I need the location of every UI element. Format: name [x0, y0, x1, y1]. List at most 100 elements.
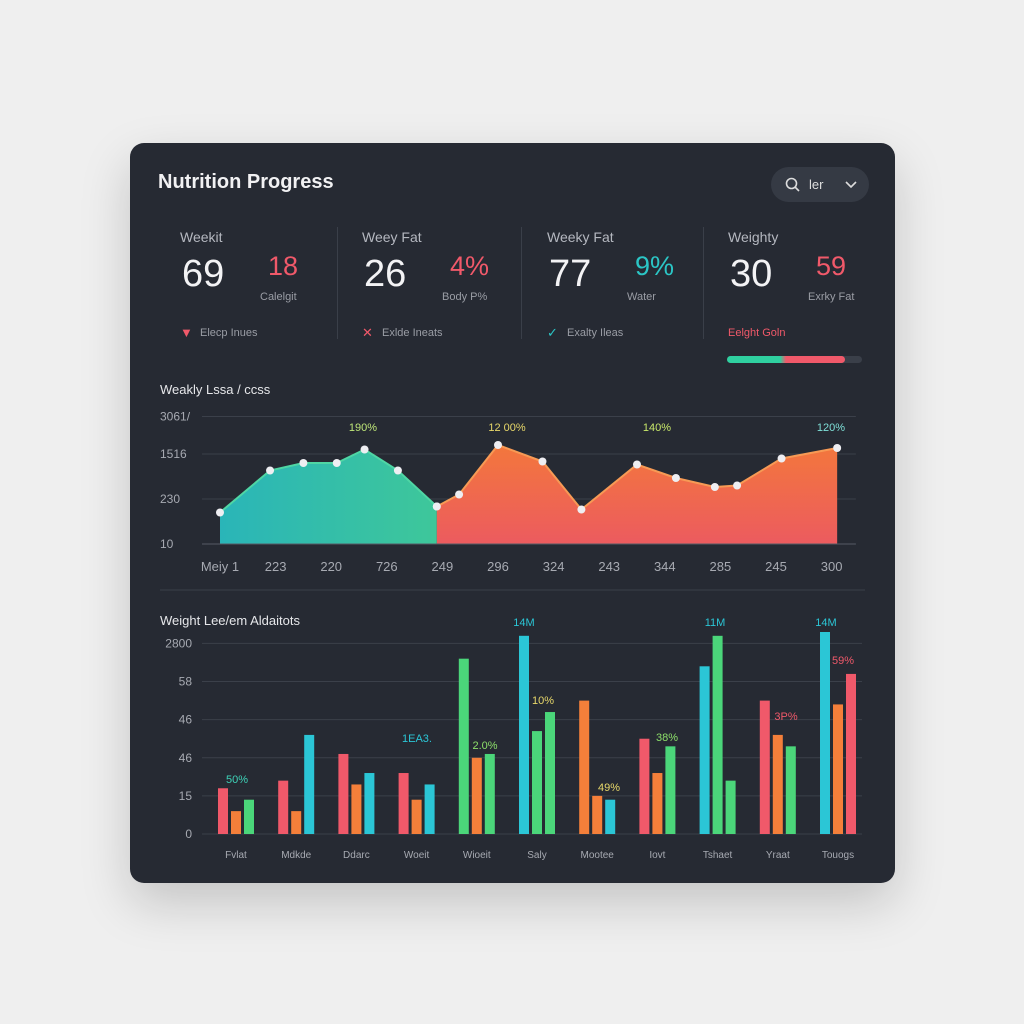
y-tick-label: 1516 [160, 447, 187, 461]
bar [699, 666, 710, 834]
stat-footer: Exlde Ineats [382, 327, 443, 339]
point [432, 502, 441, 511]
x-tick-label: Mootee [581, 850, 615, 861]
x-tick-label: 249 [432, 559, 454, 574]
stat-value: 77 [549, 253, 592, 295]
x-tick-label: 726 [376, 559, 398, 574]
progress-track [727, 356, 862, 363]
bar [218, 788, 228, 834]
divider [337, 227, 338, 339]
bar [545, 712, 555, 834]
point [332, 459, 341, 467]
annotation: 10% [532, 695, 554, 707]
bar [304, 734, 315, 834]
x-tick-label: Tshaet [703, 850, 733, 861]
stat-footer: Exalty Ileas [567, 327, 624, 339]
stat-icon: ✕ [362, 325, 373, 340]
x-tick-label: Mdkde [281, 850, 311, 861]
bar [712, 635, 723, 834]
stat-icon: ✓ [547, 325, 558, 340]
stat-value: 69 [182, 253, 225, 295]
annotation: 3P% [774, 711, 797, 723]
bar [338, 753, 349, 834]
x-tick-label: Iovt [649, 850, 665, 861]
bar [772, 734, 783, 834]
stat-sub: Exrky Fat [808, 291, 855, 303]
bar [820, 632, 830, 834]
y-tick-label: 46 [179, 713, 193, 727]
point [733, 481, 742, 490]
bar [364, 773, 375, 834]
x-tick-label: Wioeit [463, 850, 491, 861]
annotation: 14M [815, 617, 836, 629]
bar [411, 799, 422, 834]
y-tick-label: 230 [160, 492, 180, 506]
search-text: ler [809, 177, 824, 192]
point [577, 505, 586, 514]
bar [579, 700, 590, 834]
x-tick-label: 324 [543, 559, 565, 574]
search-box[interactable]: ler [771, 167, 869, 202]
x-tick-label: Saly [527, 850, 546, 861]
point [777, 454, 786, 463]
stat-label: Weighty [728, 229, 779, 245]
bar [291, 811, 302, 834]
bar [471, 757, 482, 834]
stat-card: Weighty 30 59 Exrky Fat Eelght Goln [728, 229, 898, 349]
bar [759, 700, 770, 834]
search-icon [785, 177, 800, 192]
y-tick-label: 3061/ [160, 410, 191, 424]
area [220, 449, 437, 544]
annotation: 50% [226, 774, 248, 786]
x-tick-label: 243 [598, 559, 620, 574]
bar [484, 753, 495, 834]
x-tick-label: 296 [487, 559, 509, 574]
annotation: 38% [656, 732, 678, 744]
stat-footer: Elecp Inues [200, 327, 258, 339]
annotation: 12 00% [488, 422, 526, 434]
stat-card: Weeky Fat 77 9% Water ✓ Exalty Ileas [547, 229, 717, 349]
bar [725, 780, 736, 834]
stat-card: Weey Fat 26 4% Body P% ✕ Exlde Ineats [362, 229, 532, 349]
bar [652, 773, 663, 834]
bar [458, 658, 469, 834]
x-tick-label: Fvlat [225, 850, 247, 861]
point [393, 466, 402, 475]
bar [846, 673, 856, 834]
annotation: 140% [643, 422, 671, 434]
stat-accent: 4% [450, 251, 490, 281]
chevron [845, 181, 857, 189]
stat-accent: 59 [816, 251, 847, 281]
bar [244, 799, 254, 834]
point [633, 460, 641, 469]
bar [231, 811, 241, 834]
annotation: 11M [705, 617, 726, 629]
bar [351, 784, 362, 834]
stat-accent: 9% [635, 251, 675, 281]
point [833, 444, 842, 452]
annotation: 14M [513, 617, 534, 629]
y-tick-label: 2800 [165, 636, 192, 650]
x-tick-label: Touogs [822, 850, 854, 861]
y-tick-label: 10 [160, 537, 174, 551]
annotation: 120% [817, 422, 845, 434]
y-tick-label: 58 [179, 675, 193, 689]
area [436, 445, 838, 544]
bar [665, 746, 676, 834]
chart-title: Weight Lee/em Aldaitots [160, 613, 300, 628]
annotation: 190% [349, 422, 377, 434]
y-tick-label: 15 [179, 789, 193, 803]
dashboard-card: Nutrition Progress ler Weakly Lssa / ccs… [130, 143, 895, 883]
bar [278, 780, 289, 834]
x-tick-label: Meiy 1 [201, 559, 239, 574]
stat-footer: Eelght Goln [728, 327, 786, 339]
annotation: 59% [832, 655, 854, 667]
point [216, 508, 224, 517]
stat-sub: Water [627, 291, 656, 303]
stat-value: 30 [730, 253, 773, 295]
x-tick-label: 245 [765, 559, 787, 574]
x-tick-label: 300 [821, 559, 843, 574]
annotation: 2.0% [472, 740, 497, 752]
point [710, 483, 719, 491]
